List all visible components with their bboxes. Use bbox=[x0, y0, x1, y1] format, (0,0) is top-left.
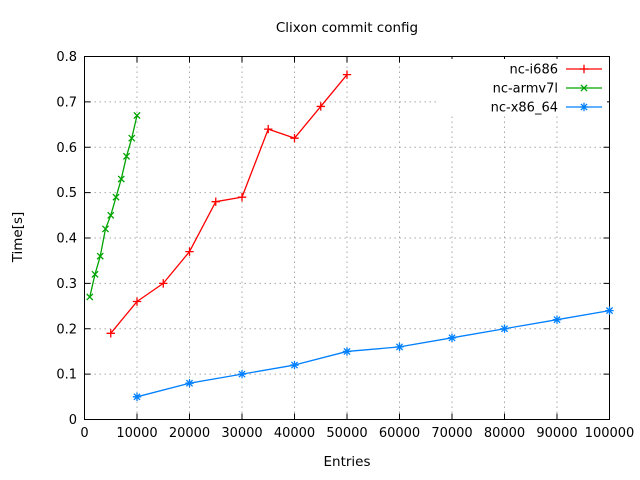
y-tick-label: 0.6 bbox=[56, 141, 77, 156]
data-point-nc-i686 bbox=[211, 197, 220, 206]
data-point-nc-armv7l bbox=[86, 293, 94, 301]
legend-marker-nc-i686 bbox=[579, 64, 589, 74]
x-tick-label: 80000 bbox=[484, 426, 525, 441]
data-point-nc-i686 bbox=[185, 247, 194, 256]
chart-title: Clixon commit config bbox=[276, 20, 418, 36]
y-axis-label: Time[s] bbox=[10, 212, 26, 264]
legend-marker-nc-x86_64 bbox=[579, 102, 589, 112]
y-tick-label: 0.5 bbox=[56, 186, 77, 201]
y-tick-label: 0.3 bbox=[56, 277, 77, 292]
x-tick-label: 90000 bbox=[536, 426, 577, 441]
x-tick-label: 70000 bbox=[431, 426, 472, 441]
data-point-nc-i686 bbox=[342, 70, 352, 79]
data-point-nc-x86_64 bbox=[447, 333, 457, 343]
legend-background bbox=[437, 59, 607, 115]
data-point-nc-x86_64 bbox=[132, 392, 142, 402]
legend-label-nc-i686: nc-i686 bbox=[509, 63, 558, 78]
axes: 0 10000 20000 30000 40000 50000 60000 70000 8000… bbox=[56, 50, 634, 441]
data-point-nc-x86_64 bbox=[552, 315, 562, 324]
data-point-nc-x86_64 bbox=[290, 360, 299, 370]
series-line-nc-i686 bbox=[110, 74, 348, 334]
data-point-nc-armv7l bbox=[96, 252, 104, 260]
legend-label-nc-x86_64: nc-x86_64 bbox=[491, 101, 558, 116]
y-tick-label: 0.1 bbox=[56, 368, 77, 383]
x-tick-label: 0 bbox=[80, 426, 88, 441]
data-point-nc-i686 bbox=[237, 192, 247, 202]
data-point-nc-armv7l bbox=[101, 225, 110, 233]
data-point-nc-armv7l bbox=[107, 211, 115, 219]
x-tick-label: 50000 bbox=[326, 426, 367, 441]
data-point-nc-x86_64 bbox=[605, 306, 614, 315]
y-tick-label: 0 bbox=[69, 413, 77, 428]
data-point-nc-armv7l bbox=[122, 152, 131, 160]
y-tick-label: 0.8 bbox=[56, 50, 77, 65]
x-tick-label: 100000 bbox=[585, 426, 635, 441]
data-point-nc-x86_64 bbox=[500, 324, 509, 333]
series-line-nc-armv7l bbox=[89, 115, 138, 298]
x-tick-label: 20000 bbox=[169, 426, 210, 441]
legend-label-nc-armv7l: nc-armv7l bbox=[493, 82, 558, 97]
data-point-nc-armv7l bbox=[117, 175, 125, 183]
y-tick-label: 0.7 bbox=[56, 95, 77, 110]
data-point-nc-x86_64 bbox=[185, 379, 194, 388]
data-point-nc-x86_64 bbox=[342, 347, 352, 356]
x-tick-label: 10000 bbox=[116, 426, 157, 441]
data-point-nc-i686 bbox=[159, 279, 168, 288]
data-point-nc-i686 bbox=[264, 124, 273, 134]
data-point-nc-armv7l bbox=[133, 111, 141, 120]
legend-marker-nc-armv7l bbox=[580, 84, 588, 92]
data-point-nc-x86_64 bbox=[237, 369, 247, 379]
data-point-nc-armv7l bbox=[128, 134, 136, 142]
data-series bbox=[86, 70, 614, 402]
grid-lines bbox=[84, 56, 610, 420]
x-tick-label: 60000 bbox=[379, 426, 420, 441]
data-point-nc-armv7l bbox=[112, 193, 120, 201]
x-tick-label: 30000 bbox=[221, 426, 262, 441]
data-point-nc-x86_64 bbox=[395, 342, 404, 352]
data-point-nc-i686 bbox=[316, 102, 325, 111]
data-point-nc-i686 bbox=[290, 133, 299, 143]
x-axis-label: Entries bbox=[323, 454, 370, 470]
data-point-nc-armv7l bbox=[91, 270, 99, 278]
x-tick-label: 40000 bbox=[274, 426, 315, 441]
legend: nc-i686 nc-armv7l nc-x86_64 bbox=[437, 59, 607, 116]
y-tick-label: 0.4 bbox=[56, 232, 77, 247]
series-line-nc-x86_64 bbox=[136, 309, 610, 398]
data-point-nc-i686 bbox=[132, 297, 142, 306]
y-tick-label: 0.2 bbox=[56, 322, 77, 337]
data-point-nc-i686 bbox=[106, 329, 115, 338]
